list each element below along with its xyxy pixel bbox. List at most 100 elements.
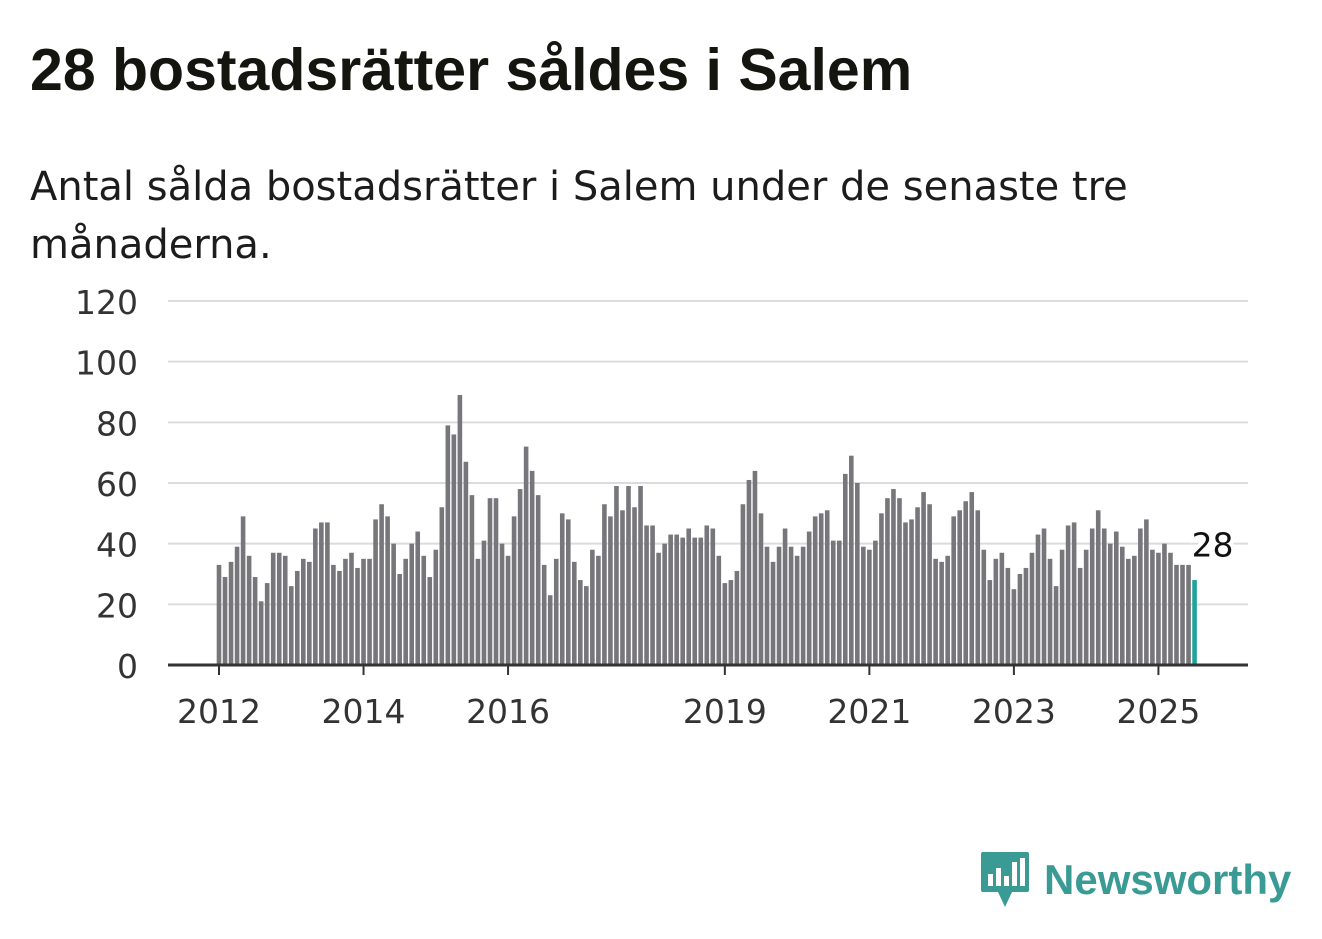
bar [571,561,577,665]
bar [505,555,511,665]
newsworthy-logo[interactable]: Newsworthy [980,850,1291,910]
bar [842,473,848,665]
bar [728,580,734,665]
bar [836,540,842,665]
x-tick-label: 2021 [827,692,911,731]
bar [999,552,1005,665]
bar [361,558,366,665]
bar [559,513,565,665]
y-tick-label: 80 [96,404,138,443]
bar [313,528,318,665]
bar [535,495,541,665]
y-tick-label: 0 [117,647,138,686]
bar [710,528,716,665]
bar [553,558,559,665]
bar [800,546,806,665]
bar [969,492,975,665]
bar [933,558,938,665]
bar [511,516,517,665]
bar [349,552,354,665]
y-tick-label: 100 [75,344,138,383]
bar [698,537,704,665]
bar [439,507,445,665]
bar-chart: 0 20 40 60 80 100 120 2012 2014 2016 2019 2021 2023 2… [75,283,1248,731]
bar [1126,558,1131,665]
bar [812,516,818,665]
x-tick-label: 2025 [1116,692,1200,731]
bar [1035,534,1041,665]
bar [788,546,794,665]
bar [650,525,655,665]
bar [632,507,637,665]
bar [855,483,860,665]
bar [752,470,758,665]
x-tick-label: 2014 [322,692,406,731]
bar [975,510,981,665]
chart-subtitle: Antal sålda bostadsrätter i Salem under … [30,164,1128,268]
bar [282,555,288,665]
bar [849,455,854,665]
bar [1144,519,1149,665]
bar [861,546,866,665]
bar [921,492,926,665]
y-tick-label: 40 [96,526,138,565]
bar [927,504,932,665]
bar [770,561,776,665]
bar [1011,589,1017,665]
y-tick-label: 120 [75,283,138,322]
bar [270,552,276,665]
bar [427,577,433,665]
bar [644,525,649,665]
bar [481,540,487,665]
bar [499,543,505,665]
bar [445,425,451,665]
bar [1023,567,1029,665]
bar [264,583,270,665]
bar [1107,543,1113,665]
bar [469,495,475,665]
bar [1113,531,1119,665]
bar [867,549,872,665]
bar [288,586,294,665]
bar [355,567,360,665]
bar [716,555,722,665]
bar [1029,552,1035,665]
bar [1186,564,1191,665]
bar [686,528,692,665]
bar [987,580,993,665]
bar [246,555,252,665]
bar [409,543,415,665]
bar [565,519,571,665]
bar [915,507,920,665]
bar [722,583,728,665]
bar [529,470,535,665]
bar [385,516,390,665]
bar [463,461,469,665]
bar [1095,510,1101,665]
bar [547,595,553,665]
bar [1041,528,1047,665]
highlight-bar [1192,580,1197,665]
bar [1162,543,1167,665]
bar [397,574,402,665]
bar [307,561,312,665]
bar [1138,528,1143,665]
bar [903,522,908,665]
bar [1156,552,1161,665]
bar [602,504,607,665]
bar [415,531,421,665]
bar [373,519,378,665]
bar [776,546,782,665]
bar [1101,528,1107,665]
chart-title: 28 bostadsrätter såldes i Salem [30,37,913,103]
bar [692,537,698,665]
bar [879,513,884,665]
bar [276,552,282,665]
bar [873,540,878,665]
bar [734,570,740,665]
x-tick-label: 2023 [972,692,1056,731]
bar [337,570,342,665]
bar [451,434,457,665]
bar [1077,567,1083,665]
y-tick-label: 60 [96,465,138,504]
